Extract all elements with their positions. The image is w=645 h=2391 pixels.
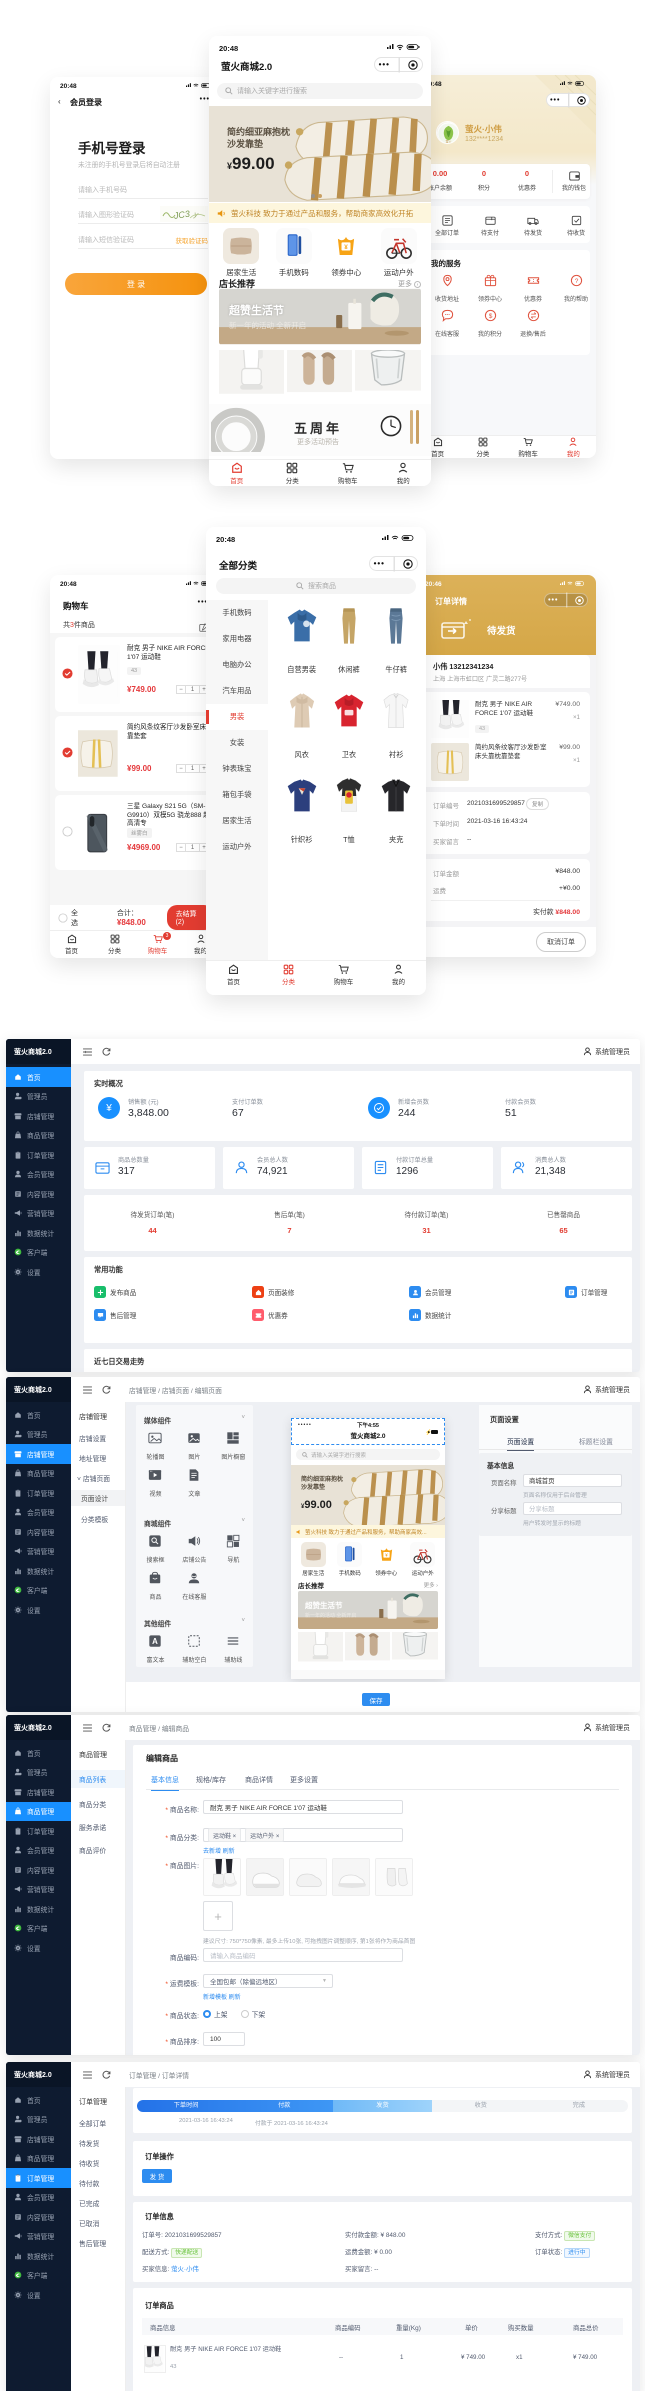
svg-text:$: $ bbox=[488, 313, 492, 320]
svg-text:A: A bbox=[153, 1637, 159, 1646]
svg-text:⚡: ⚡ bbox=[425, 1429, 432, 1435]
svg-text:JC3: JC3 bbox=[172, 209, 190, 221]
svg-text:?: ? bbox=[574, 278, 578, 285]
